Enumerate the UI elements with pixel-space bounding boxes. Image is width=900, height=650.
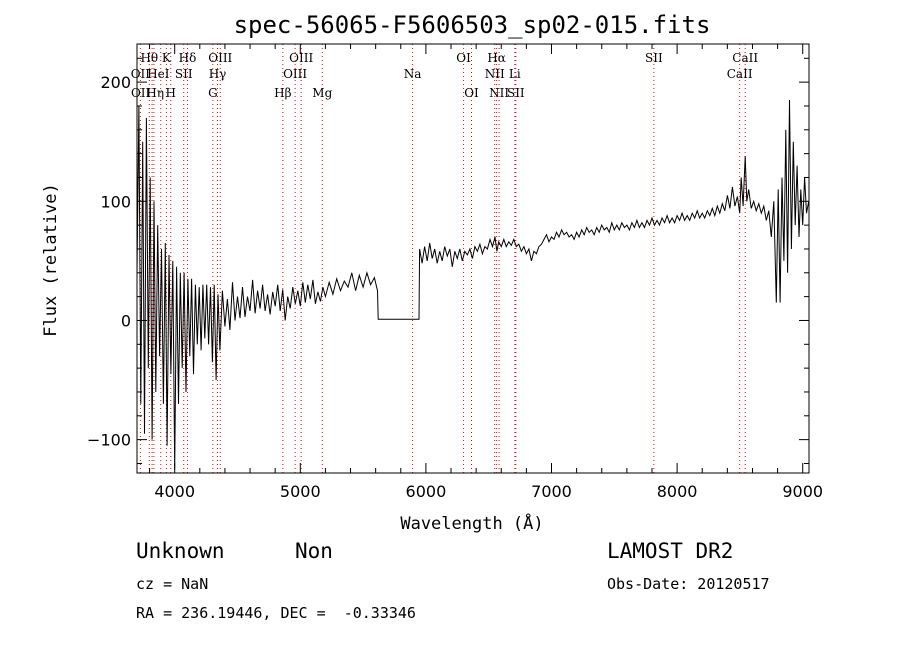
emission-line-label: Hβ [274, 86, 291, 100]
emission-line-label: NII [485, 67, 505, 81]
x-tick-label: 4000 [154, 482, 195, 501]
emission-line-label: OI [456, 51, 471, 65]
emission-line-label: OII [131, 67, 151, 81]
emission-line-label: OIII [289, 51, 313, 65]
emission-line-labels: Hθ OII OII K HeI Hη Hδ SII H OIII Hγ G OIII OIII Hβ Mg N… [131, 51, 759, 100]
emission-line-label: CaII [727, 67, 753, 81]
emission-line-label: SII [507, 86, 525, 100]
emission-line-label: Na [404, 67, 422, 81]
x-tick-label: 6000 [406, 482, 447, 501]
y-tick-label: 0 [121, 311, 131, 330]
emission-line-label: HeI [147, 67, 170, 81]
y-tick-label: 100 [100, 192, 131, 211]
emission-line-label: Hγ [209, 67, 227, 81]
emission-line-label: SII [175, 67, 193, 81]
emission-line-label: Hη [146, 86, 164, 100]
emission-line-label: NII [489, 86, 509, 100]
axis-ticks [137, 44, 809, 473]
emission-line-label: SII [645, 51, 663, 65]
x-tick-label: 8000 [657, 482, 698, 501]
y-tick-label: 200 [100, 73, 131, 92]
plot-frame [136, 43, 810, 474]
y-tick-label: −100 [87, 431, 131, 450]
x-tick-label: 5000 [280, 482, 321, 501]
y-axis-label: Flux (relative) [41, 183, 61, 337]
emission-line-label: OI [464, 86, 479, 100]
emission-line-label: Mg [312, 86, 332, 100]
object-class: Unknown [136, 539, 225, 563]
x-tick-label: 7000 [531, 482, 572, 501]
axis-tick-labels: 4000 5000 6000 7000 8000 9000 −100 0 100 200 [87, 73, 823, 501]
x-axis-label: Wavelength (Å) [400, 512, 543, 534]
redshift-cz: cz = NaN [136, 575, 209, 593]
emission-line-label: K [162, 51, 172, 65]
emission-line-label: CaII [732, 51, 758, 65]
x-tick-label: 9000 [782, 482, 823, 501]
chart-title: spec-56065-F5606503_sp02-015.fits [234, 11, 711, 39]
emission-line-label: Hα [487, 51, 506, 65]
object-subclass: Non [295, 539, 333, 563]
emission-line-label: H [166, 86, 176, 100]
emission-line-label: OII [131, 86, 151, 100]
observation-date: Obs-Date: 20120517 [607, 575, 770, 593]
emission-line-label: Li [509, 67, 521, 81]
emission-line-label: Hθ [140, 51, 158, 65]
emission-line-label: OIII [208, 51, 232, 65]
spectrum-line [136, 99, 810, 470]
spectrum-series [136, 99, 810, 470]
survey-name: LAMOST DR2 [607, 539, 734, 563]
emission-line-label: OIII [283, 67, 307, 81]
emission-line-label: G [208, 86, 218, 100]
ra-dec: RA = 236.19446, DEC = -0.33346 [136, 604, 416, 622]
emission-line-label: Hδ [179, 51, 197, 65]
